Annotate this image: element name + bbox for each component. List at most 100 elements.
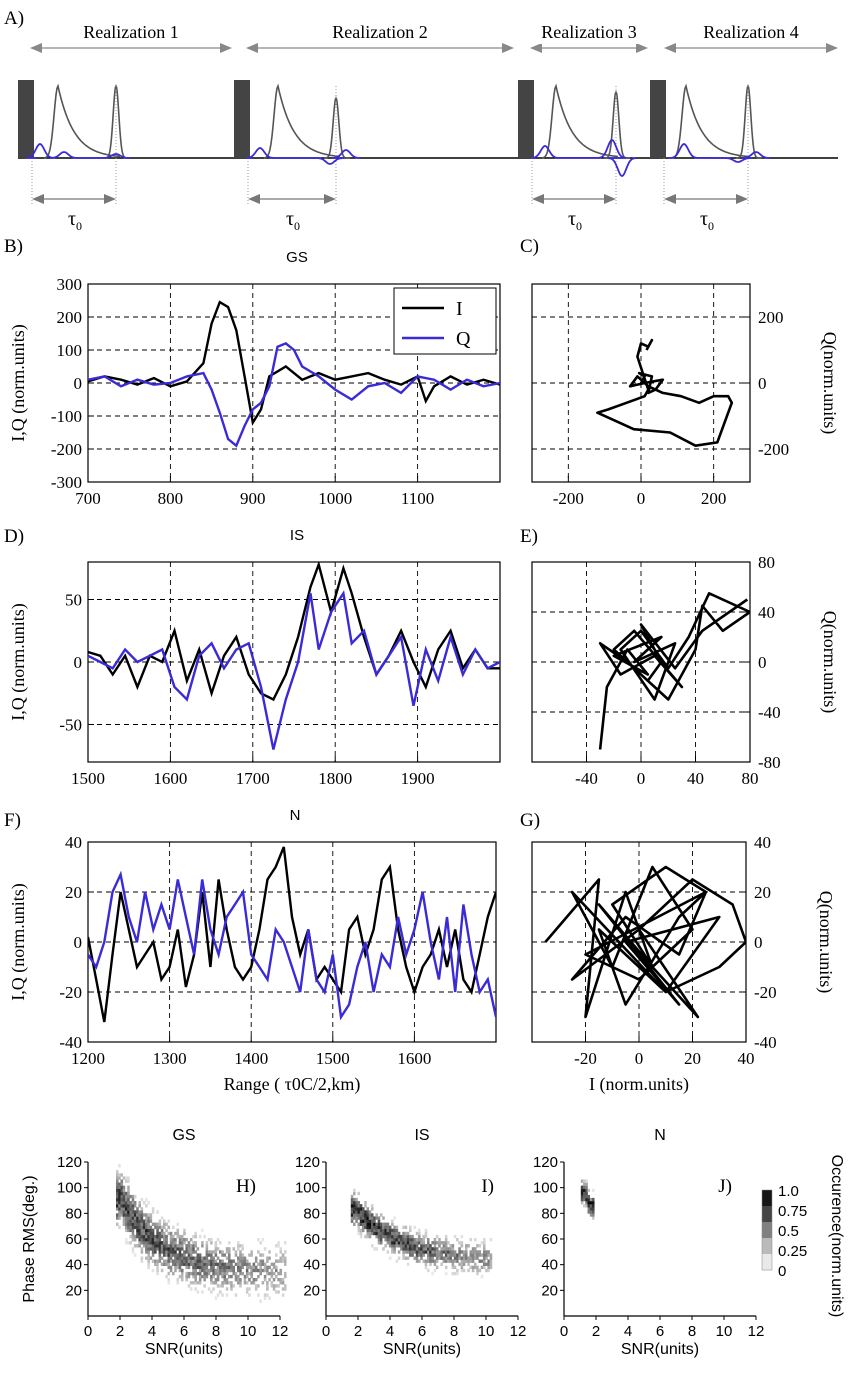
- y-tick-label: 120: [57, 1154, 82, 1171]
- x-axis-label: Range ( τ0C/2,km): [224, 1074, 361, 1095]
- realization-label-1: Realization 1: [83, 22, 178, 42]
- y-tick-label: -20: [754, 983, 777, 1002]
- tau0-label: τ0: [286, 208, 300, 233]
- x-tick-label: -200: [553, 489, 584, 508]
- y-tick-label: 20: [754, 883, 771, 902]
- panel-label-j: J): [718, 1176, 732, 1197]
- y-tick-label: 100: [57, 341, 83, 360]
- x-tick-label: -20: [574, 1049, 597, 1068]
- x-tick-label: 0: [84, 1323, 92, 1340]
- y-tick-label: 50: [65, 591, 82, 610]
- series-line-q: [88, 342, 500, 448]
- x-tick-label: 2: [592, 1323, 600, 1340]
- x-tick-label: 2: [116, 1323, 124, 1340]
- panel-a-schematic: A) Realization 1 Realization 2 Realization…: [4, 8, 838, 233]
- panel-i-heatmap: 0 2 4 6 8 10 12 20 40 60 80 100 120 SNR(units) IS I): [295, 1127, 526, 1358]
- panel-label-f: F): [4, 810, 21, 831]
- x-tick-label: 1200: [71, 1049, 105, 1068]
- y-tick-label: 0: [74, 374, 83, 393]
- echo-q-component: [667, 143, 771, 163]
- plot-title: N: [654, 1127, 666, 1144]
- realization-pulses-4: [650, 80, 771, 205]
- x-tick-label: 40: [738, 1049, 755, 1068]
- realization-pulses-1: [18, 80, 130, 205]
- colorbar-tick-label: 0.5: [778, 1223, 799, 1240]
- transmit-pulse-block: [18, 80, 34, 158]
- y-tick-label: 200: [758, 308, 784, 327]
- legend-label-i: I: [456, 298, 463, 320]
- y-axis-label: Q(norm.units): [819, 611, 840, 714]
- y-tick-label: -40: [59, 1033, 82, 1052]
- colorbar-tick-label: 0: [778, 1263, 786, 1280]
- x-tick-label: 0: [637, 769, 646, 788]
- colorbar-swatch: [762, 1222, 772, 1239]
- y-tick-label: 40: [303, 1257, 320, 1274]
- realization-pulses-3: [518, 80, 637, 205]
- echo-pulse-2: [736, 84, 762, 159]
- x-axis-label: SNR(units): [145, 1341, 223, 1358]
- heatmap-cells: [116, 1164, 287, 1303]
- y-tick-label: 0: [74, 933, 83, 952]
- x-tick-label: 6: [418, 1323, 426, 1340]
- plot-title: GS: [286, 249, 308, 266]
- y-tick-label: 60: [65, 1231, 82, 1248]
- y-tick-label: 0: [74, 653, 83, 672]
- colorbar: 1.0 0.75 0.5 0.25 0 Occurence(norm.units): [761, 1155, 845, 1318]
- y-tick-label: 60: [541, 1231, 558, 1248]
- iq-trajectory: [596, 338, 734, 447]
- y-axis-label: I,Q (norm.units): [8, 883, 29, 1000]
- colorbar-label: Occurence(norm.units): [828, 1155, 845, 1318]
- x-tick-label: 200: [701, 489, 727, 508]
- panel-label-a: A): [4, 8, 24, 29]
- legend: IQ: [393, 287, 497, 355]
- x-tick-label: 8: [212, 1323, 220, 1340]
- y-tick-label: -40: [754, 1033, 777, 1052]
- x-tick-label: 0: [637, 489, 646, 508]
- y-tick-label: 80: [303, 1205, 320, 1222]
- y-tick-label: 60: [303, 1231, 320, 1248]
- realization-label-2: Realization 2: [332, 22, 427, 42]
- panel-c-plot: -200 0 200 -200 0 200 Q(norm.units): [531, 283, 840, 508]
- panel-label-d: D): [4, 526, 24, 547]
- series-line-i: [88, 562, 500, 702]
- y-tick-label: 0: [758, 374, 767, 393]
- series-line-q: [88, 590, 500, 750]
- panel-g-plot: -20 0 20 40 40 20 0 -20 -40 Q(norm.units) I (norm.…: [531, 833, 836, 1095]
- x-tick-label: 1300: [153, 1049, 187, 1068]
- y-tick-label: -20: [59, 983, 82, 1002]
- y-tick-label: -80: [758, 753, 781, 772]
- realization-arrow-1: Realization 1: [30, 18, 232, 53]
- x-tick-label: 1700: [236, 769, 270, 788]
- realization-pulses-2: [234, 80, 361, 205]
- x-axis-label: I (norm.units): [589, 1074, 689, 1095]
- panel-j-heatmap: 0 2 4 6 8 10 12 20 40 60 80 100 120 SNR(units) N J): [533, 1127, 764, 1358]
- legend-label-q: Q: [456, 328, 471, 350]
- y-axis-label: I,Q (norm.units): [8, 603, 29, 720]
- panel-e-plot: -40 0 40 80 80 40 0 -40 -80 Q(norm.units): [531, 553, 840, 788]
- x-tick-label: 12: [748, 1323, 765, 1340]
- x-tick-label: 10: [478, 1323, 495, 1340]
- x-tick-label: 700: [75, 489, 101, 508]
- echo-q-component: [25, 143, 130, 159]
- x-tick-label: 8: [688, 1323, 696, 1340]
- tau0-arrow-2: τ0: [248, 194, 336, 233]
- y-tick-label: 100: [57, 1180, 82, 1197]
- y-tick-label: 120: [295, 1154, 320, 1171]
- echo-q-component: [245, 147, 361, 165]
- colorbar-swatch: [762, 1206, 772, 1223]
- colorbar-swatch: [762, 1254, 772, 1271]
- x-tick-label: 6: [656, 1323, 664, 1340]
- y-tick-label: -200: [51, 440, 82, 459]
- x-tick-label: 6: [180, 1323, 188, 1340]
- x-tick-label: 4: [386, 1323, 394, 1340]
- y-tick-label: 0: [754, 933, 763, 952]
- colorbar-swatch: [762, 1238, 772, 1255]
- series-line-q: [88, 870, 496, 1021]
- x-tick-label: 8: [450, 1323, 458, 1340]
- plot-title: IS: [290, 527, 304, 544]
- x-tick-label: 800: [158, 489, 184, 508]
- panel-f-plot: 1200 1300 1400 1500 1600 -40 -20 0 20 40 N I,Q (nor…: [8, 807, 497, 1095]
- plot-title: IS: [414, 1127, 429, 1144]
- series-line-i: [88, 300, 500, 426]
